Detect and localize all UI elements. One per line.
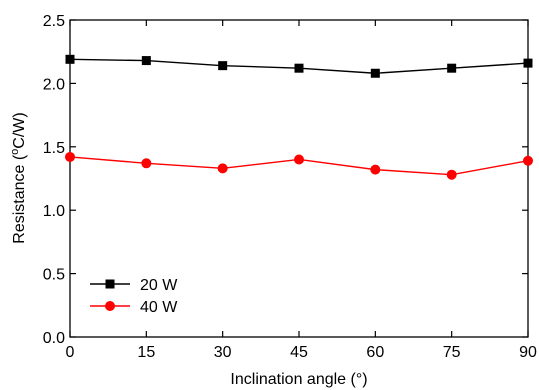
series-layer (65, 54, 533, 180)
y-axis-label: Resistance (oC/W) (9, 112, 28, 243)
y-tick-label: 1.0 (43, 203, 65, 220)
data-point (370, 164, 381, 175)
data-point (217, 163, 228, 174)
legend-marker (105, 301, 115, 311)
legend: 20 W 40 W (90, 277, 178, 316)
x-tick-label: 0 (66, 344, 75, 361)
data-point (65, 54, 75, 64)
y-axis-label-suffix: C/W) (11, 112, 28, 148)
x-axis-label: Inclination angle (°) (230, 371, 367, 388)
x-tick-label: 75 (443, 344, 461, 361)
x-tick-label: 45 (290, 344, 308, 361)
x-tick-label: 30 (214, 344, 232, 361)
x-tick-label: 90 (519, 344, 537, 361)
y-tick-label: 2.0 (43, 76, 65, 93)
x-tick-label: 60 (366, 344, 384, 361)
y-tick-label: 0.0 (43, 330, 65, 347)
data-point (523, 58, 533, 68)
data-point (65, 151, 75, 162)
legend-label: 20 W (140, 277, 178, 294)
x-tick-label: 15 (137, 344, 155, 361)
data-point (218, 61, 228, 71)
axis-ticks: 0 15 30 45 60 75 90 0.0 0.5 1.0 1.5 2.0 2.5 (43, 13, 537, 361)
data-point (141, 158, 152, 169)
legend-label: 40 W (140, 299, 178, 316)
legend-marker (105, 279, 115, 289)
y-axis-label-superscript: o (9, 149, 21, 155)
data-point (446, 169, 457, 180)
y-tick-label: 2.5 (43, 13, 65, 30)
data-point (141, 56, 151, 66)
y-tick-label: 1.5 (43, 140, 65, 157)
y-axis-label-prefix: Resistance ( (11, 154, 28, 244)
y-tick-label: 0.5 (43, 267, 65, 284)
data-point (294, 63, 304, 73)
data-point (523, 155, 533, 166)
data-point (294, 154, 304, 165)
data-point (447, 63, 457, 73)
data-point (370, 68, 380, 78)
